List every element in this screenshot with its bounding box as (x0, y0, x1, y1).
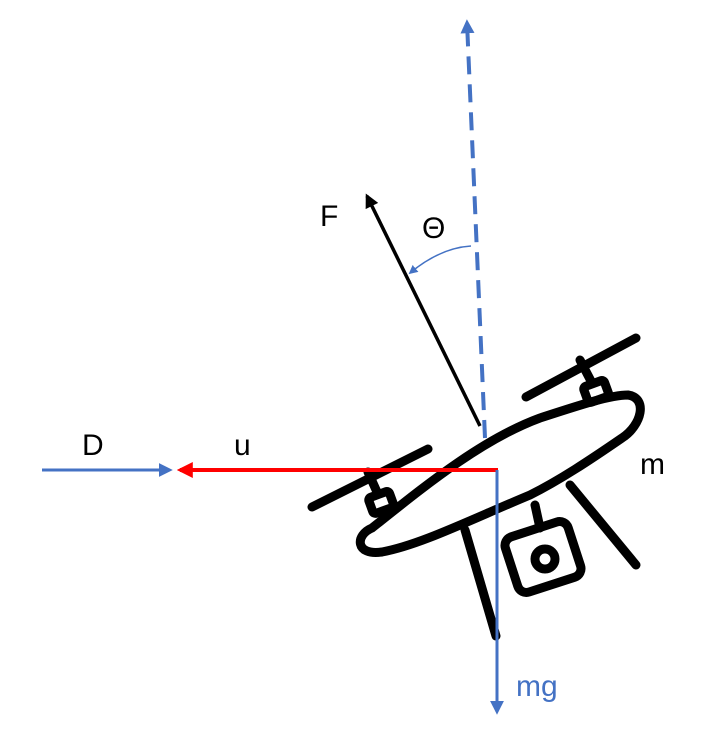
drag-label: D (82, 429, 104, 462)
mass-label: m (640, 448, 665, 481)
thrust-vector-arrow (365, 193, 482, 427)
weight-label: mg (516, 670, 558, 703)
angle-label: Θ (422, 212, 445, 245)
force-label: F (320, 200, 338, 233)
vertical-reference-line (460, 19, 487, 439)
velocity-label: u (234, 429, 251, 462)
angle-arc (408, 245, 472, 275)
quadcopter-drone-icon (307, 333, 645, 641)
